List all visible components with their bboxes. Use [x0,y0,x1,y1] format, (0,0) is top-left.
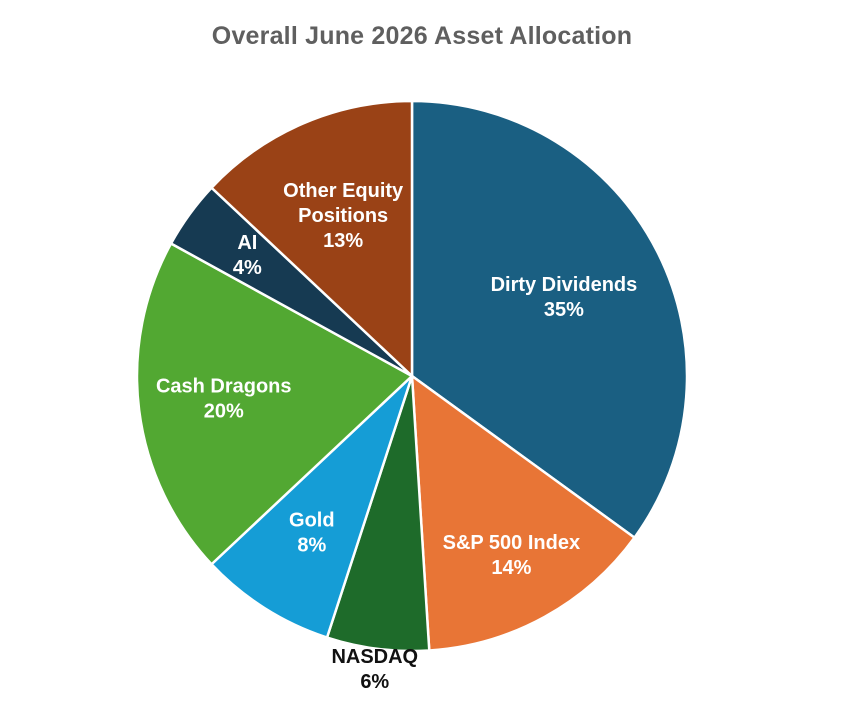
pie-slices [135,99,689,653]
slice-label-text: Gold [289,510,335,532]
slice-label-text: AI [237,232,257,254]
slice-label-gold: Gold 8% [289,510,335,557]
slice-label-cash-dragons: Cash Dragons 20% [156,376,292,423]
slice-percent-label: 8% [297,535,326,557]
slice-label-text: NASDAQ [331,646,418,668]
slice-label-other-equity-positions: Other Equity Positions 13% [283,180,404,252]
slice-label-text: Positions [298,205,388,227]
pie-slice-dirty-dividends [410,99,689,539]
slice-percent-label: 4% [233,257,262,279]
slice-label-text: Other Equity [283,180,404,202]
pie-slice-cash-dragons [135,242,414,566]
slice-label-text: S&P 500 Index [443,533,580,555]
slice-label-nasdaq: NASDAQ 6% [331,646,418,693]
slice-percent-label: 20% [204,401,244,423]
slice-label-dirty-dividends: Dirty Dividends 35% [491,274,638,321]
pie-labels: Dirty Dividends 35% S&P 500 Index 14% NASDAQ… [156,180,637,693]
slice-percent-label: 6% [360,671,389,693]
slice-percent-label: 13% [323,230,363,252]
slice-label-s-p-500-index: S&P 500 Index 14% [443,533,580,580]
chart-title: Overall June 2026 Asset Allocation [211,22,633,50]
slice-label-ai: AI 4% [233,232,262,279]
pie-slice-s-p-500-index [410,374,636,652]
slice-percent-label: 35% [544,299,584,321]
pie-slice-gold [210,374,414,639]
slice-label-text: Cash Dragons [156,376,292,398]
pie-slice-other-equity-positions [210,99,414,378]
slice-label-text: Dirty Dividends [491,274,638,296]
slice-percent-label: 14% [491,558,531,580]
